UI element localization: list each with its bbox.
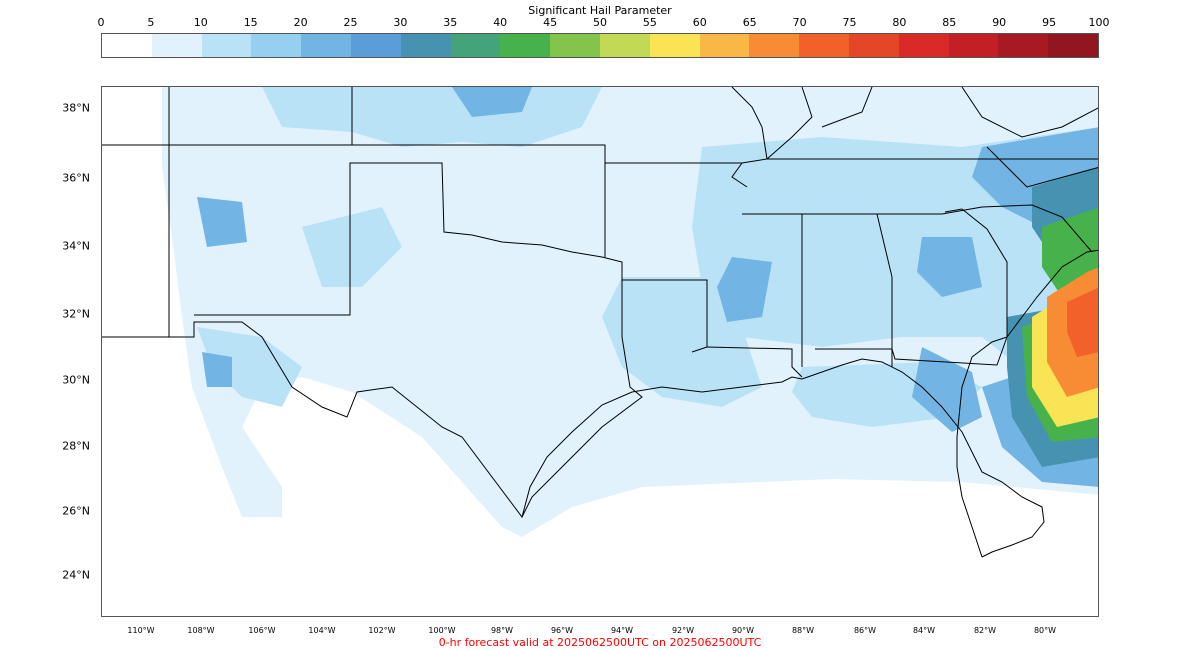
- latitude-label: 32°N: [62, 307, 90, 321]
- colorbar-tick-label: 50: [593, 16, 607, 29]
- colorbar-swatch: [998, 34, 1049, 57]
- colorbar-swatch: [102, 34, 152, 57]
- colorbar-swatch: [400, 34, 451, 57]
- colorbar-swatch: [1048, 34, 1098, 57]
- colorbar-tick-label: 5: [147, 16, 155, 29]
- colorbar-tick-label: 90: [992, 16, 1007, 29]
- longitude-label: 102°W: [368, 626, 396, 635]
- colorbar-swatch: [699, 34, 750, 57]
- colorbar-swatch: [749, 34, 800, 57]
- colorbar-tick-label: 20: [293, 16, 308, 29]
- colorbar-tick-labels: 0 5 10 15 20 25 30 35 40 45 50 55 60 65 70 75 80 85 90 95 10…: [97, 16, 1110, 30]
- latitude-label: 26°N: [62, 504, 90, 518]
- colorbar-tick-label: 25: [343, 16, 358, 29]
- longitude-label: 92°W: [671, 626, 695, 635]
- colorbar-swatch: [301, 34, 351, 57]
- colorbar-swatch: [848, 34, 899, 57]
- latitude-label: 36°N: [62, 171, 90, 185]
- colorbar-title: Significant Hail Parameter: [528, 4, 672, 17]
- longitude-label: 88°W: [791, 626, 815, 635]
- longitude-label: 82°W: [973, 626, 997, 635]
- colorbar-tick-label: 10: [193, 16, 208, 29]
- colorbar-tick-label: 30: [393, 16, 408, 29]
- latitude-label: 24°N: [62, 568, 90, 582]
- colorbar-tick-label: 45: [543, 16, 558, 29]
- longitude-label: 98°W: [490, 626, 514, 635]
- colorbar-tick-label: 95: [1042, 16, 1057, 29]
- shp-field-red: [1067, 287, 1098, 357]
- longitude-label: 100°W: [428, 626, 456, 635]
- colorbar-tick-label: 65: [742, 16, 757, 29]
- longitude-label: 96°W: [550, 626, 574, 635]
- colorbar-tick-label: 85: [942, 16, 957, 29]
- colorbar-tick-label: 100: [1088, 16, 1110, 29]
- colorbar-tick-label: 40: [493, 16, 508, 29]
- latitude-label: 38°N: [62, 101, 90, 115]
- map-panel: [101, 86, 1099, 617]
- forecast-valid-text: 0-hr forecast valid at 2025062500UTC on …: [438, 636, 762, 649]
- longitude-label: 90°W: [731, 626, 755, 635]
- latitude-label: 30°N: [62, 373, 90, 387]
- colorbar-swatch: [599, 34, 650, 57]
- colorbar-tick-label: 80: [892, 16, 907, 29]
- colorbar-swatch: [948, 34, 999, 57]
- longitude-label: 106°W: [248, 626, 276, 635]
- colorbar-swatch: [649, 34, 700, 57]
- colorbar-swatch: [799, 34, 849, 57]
- colorbar-tick-label: 0: [97, 16, 105, 29]
- longitude-label: 104°W: [308, 626, 336, 635]
- longitude-label: 84°W: [912, 626, 936, 635]
- colorbar: [101, 33, 1099, 58]
- colorbar-tick-label: 60: [692, 16, 707, 29]
- colorbar-tick-label: 70: [792, 16, 807, 29]
- latitude-label: 34°N: [62, 239, 90, 253]
- colorbar-swatch: [201, 34, 252, 57]
- colorbar-swatch: [151, 34, 202, 57]
- colorbar-swatch: [500, 34, 551, 57]
- coastline: [521, 249, 1098, 558]
- longitude-label: 86°W: [853, 626, 877, 635]
- colorbar-swatch: [550, 34, 600, 57]
- latitude-label: 28°N: [62, 439, 90, 453]
- colorbar-tick-label: 35: [443, 16, 458, 29]
- colorbar-swatch: [450, 34, 501, 57]
- longitude-label: 110°W: [127, 626, 155, 635]
- map-svg: [102, 87, 1098, 558]
- colorbar-swatch: [251, 34, 302, 57]
- longitude-label: 80°W: [1033, 626, 1057, 635]
- colorbar-swatch: [898, 34, 949, 57]
- colorbar-tick-label: 15: [243, 16, 258, 29]
- colorbar-tick-label: 55: [642, 16, 657, 29]
- longitude-label: 94°W: [610, 626, 634, 635]
- colorbar-swatch: [350, 34, 401, 57]
- state-boundaries: [102, 87, 1098, 518]
- longitude-label: 108°W: [187, 626, 215, 635]
- colorbar-tick-label: 75: [842, 16, 857, 29]
